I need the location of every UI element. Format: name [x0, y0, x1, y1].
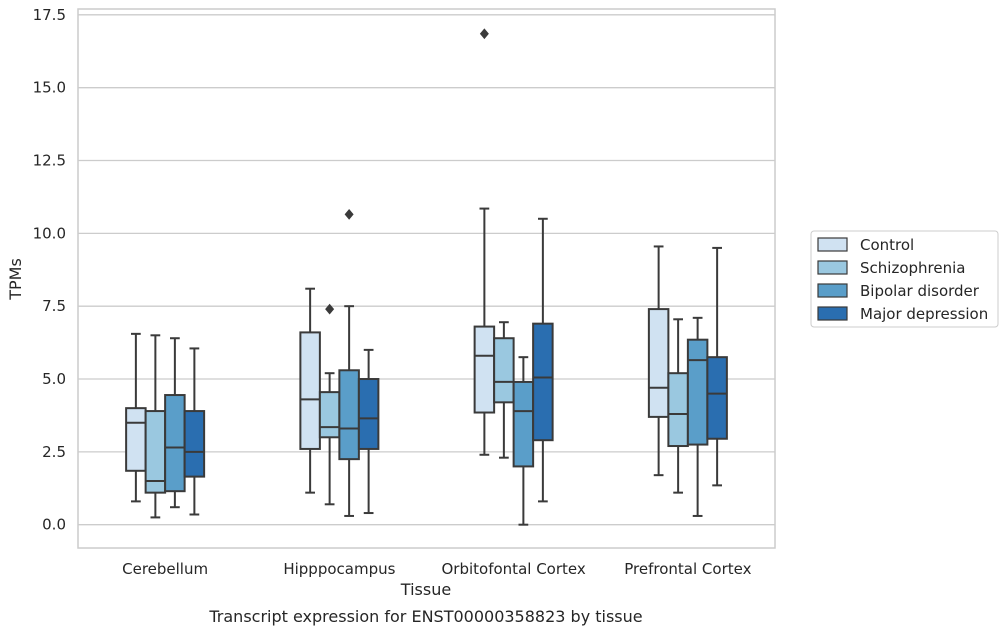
- box-body: [299, 331, 321, 450]
- outlier-point: [344, 209, 354, 220]
- y-tick-label: 15.0: [33, 79, 66, 97]
- x-tick-label: Prefrontal Cortex: [624, 560, 751, 578]
- box-bipolar-disorder: [512, 356, 535, 526]
- box-body: [706, 356, 728, 440]
- legend-label: Control: [860, 236, 914, 254]
- plot-area-frame: [77, 8, 776, 549]
- box-body: [318, 391, 341, 439]
- box-body: [667, 372, 689, 448]
- box-body: [183, 410, 206, 478]
- box-bipolar-disorder: [686, 316, 709, 517]
- box-body: [532, 322, 554, 442]
- box-control: [473, 28, 496, 456]
- boxes: [125, 28, 728, 526]
- y-tick-label: 5.0: [42, 370, 66, 388]
- box-schizophrenia: [667, 318, 689, 494]
- legend-swatch: [817, 306, 848, 321]
- legend-frame: [810, 230, 999, 328]
- legend-label: Schizophrenia: [860, 259, 965, 277]
- box-schizophrenia: [144, 334, 167, 519]
- box-body: [512, 380, 535, 468]
- y-tick-labels: 0.0 2.5 5.0 7.5 10.0 12.5 15.0 17.5: [33, 6, 66, 534]
- box-major-depression: [706, 246, 728, 487]
- outlier-point: [325, 303, 335, 315]
- box-bipolar-disorder: [164, 337, 186, 509]
- y-tick-label: 7.5: [42, 297, 66, 315]
- legend: Control Schizophrenia Bipolar disorder Majo…: [810, 230, 999, 328]
- legend-label: Major depression: [860, 305, 988, 323]
- legend-swatch: [817, 260, 848, 275]
- box-major-depression: [183, 347, 206, 516]
- box-bipolar-disorder: [338, 209, 360, 517]
- x-tick-label: Hipppocampus: [283, 560, 395, 578]
- y-tick-label: 2.5: [42, 443, 66, 461]
- y-axis-label: TPMs: [6, 258, 25, 301]
- box-schizophrenia: [493, 321, 515, 459]
- box-body: [164, 394, 186, 493]
- legend-swatch: [817, 283, 848, 298]
- legend-label: Bipolar disorder: [860, 282, 980, 300]
- x-tick-label: Cerebellum: [122, 560, 208, 578]
- chart-caption: Transcript expression for ENST0000035882…: [208, 607, 642, 626]
- box-control: [299, 287, 321, 494]
- legend-swatch: [817, 237, 848, 252]
- y-tick-label: 12.5: [33, 152, 66, 170]
- x-tick-label: Orbitofontal Cortex: [442, 560, 586, 578]
- box-body: [338, 369, 360, 461]
- box-major-depression: [357, 348, 380, 515]
- box-body: [473, 325, 496, 414]
- x-tick-labels: Cerebellum Hipppocampus Orbitofontal Corte…: [122, 560, 751, 578]
- box-control: [647, 245, 670, 477]
- box-schizophrenia: [318, 303, 341, 506]
- box-body: [125, 407, 147, 472]
- y-tick-label: 10.0: [33, 224, 66, 242]
- outlier-point: [479, 28, 489, 40]
- y-tick-label: 0.0: [42, 516, 66, 534]
- x-axis-label: Tissue: [400, 580, 451, 599]
- box-major-depression: [532, 217, 554, 503]
- box-body: [686, 338, 709, 446]
- box-body: [357, 378, 380, 450]
- box-control: [125, 332, 147, 503]
- box-body: [647, 308, 670, 418]
- y-tick-label: 17.5: [33, 6, 66, 24]
- box-body: [493, 337, 515, 404]
